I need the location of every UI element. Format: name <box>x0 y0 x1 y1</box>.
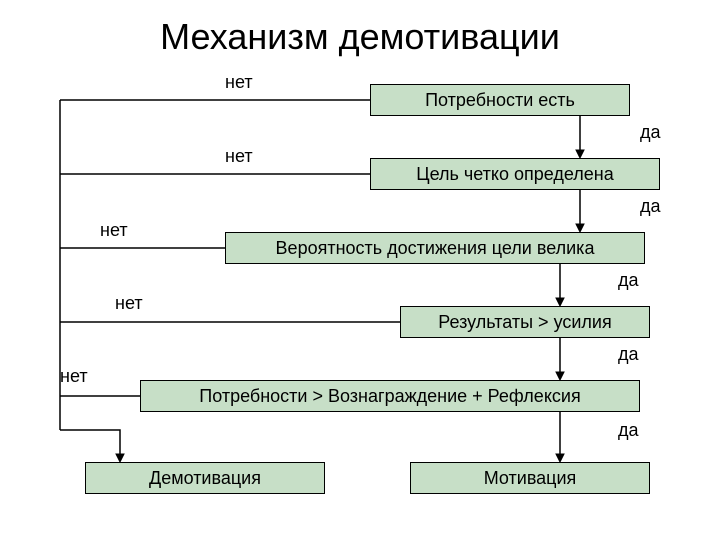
label-no-2: нет <box>225 146 253 167</box>
page-title: Механизм демотивации <box>0 16 720 58</box>
label-yes-3: да <box>618 270 639 291</box>
label-no-5: нет <box>60 366 88 387</box>
box-goal-defined: Цель четко определена <box>370 158 660 190</box>
box-needs-exist: Потребности есть <box>370 84 630 116</box>
label-no-3: нет <box>100 220 128 241</box>
connectors <box>0 0 720 540</box>
box-probability-high: Вероятность достижения цели велика <box>225 232 645 264</box>
box-demotivation: Демотивация <box>85 462 325 494</box>
label-yes-2: да <box>640 196 661 217</box>
label-no-1: нет <box>225 72 253 93</box>
label-yes-1: да <box>640 122 661 143</box>
box-needs-gt-reward: Потребности > Вознаграждение + Рефлексия <box>140 380 640 412</box>
box-results-gt-effort: Результаты > усилия <box>400 306 650 338</box>
box-motivation: Мотивация <box>410 462 650 494</box>
label-no-4: нет <box>115 293 143 314</box>
label-yes-5: да <box>618 420 639 441</box>
label-yes-4: да <box>618 344 639 365</box>
